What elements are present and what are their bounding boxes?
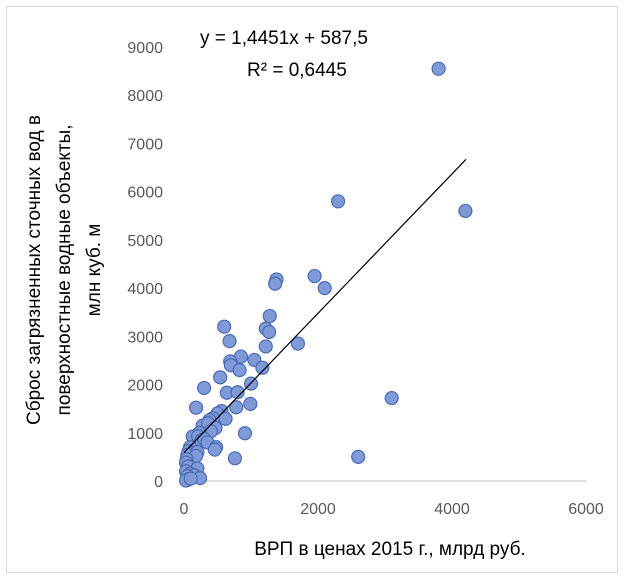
data-point	[262, 308, 277, 324]
y-tick-label: 8000	[127, 88, 163, 105]
x-tick-label: 2000	[300, 501, 336, 518]
data-point	[431, 61, 446, 76]
y-tick-label: 1000	[127, 426, 163, 443]
y-tick-label: 3000	[127, 329, 163, 346]
data-point	[207, 442, 222, 457]
data-point	[458, 203, 473, 219]
y-axis-title-line-1: Сброс загрязненных сточных вод в	[24, 115, 45, 425]
data-point	[213, 370, 228, 385]
data-point	[230, 385, 245, 400]
trendline-r-squared: R² = 0,6445	[247, 60, 347, 81]
data-point	[261, 324, 277, 340]
data-point	[384, 390, 399, 406]
data-point	[222, 334, 237, 349]
data-point	[218, 411, 233, 426]
data-point	[307, 268, 322, 284]
x-tick-label: 6000	[568, 501, 604, 518]
x-tick-label: 4000	[434, 501, 470, 518]
y-tick-labels: 0 1000 2000 3000 4000 5000 6000 7000 8000 9000	[127, 40, 163, 491]
chart-frame	[6, 6, 618, 573]
data-point	[232, 362, 247, 378]
data-point	[258, 339, 273, 354]
x-tick-label: 0	[180, 501, 189, 518]
y-axis-title-line-2: поверхностные водные объекты,	[54, 125, 75, 416]
x-tick-labels: 0 2000 4000 6000	[180, 501, 604, 518]
trendline	[183, 158, 467, 454]
data-point	[255, 360, 270, 375]
data-point	[217, 319, 232, 334]
data-point	[243, 396, 258, 411]
data-point	[290, 336, 305, 351]
y-axis-title-line-3: млн куб. м	[84, 224, 105, 317]
data-point	[229, 400, 244, 415]
data-point	[331, 194, 346, 209]
data-point	[188, 400, 204, 415]
data-point	[317, 281, 332, 296]
y-axis-title: Сброс загрязненных сточных вод в поверхн…	[24, 115, 105, 425]
y-tick-label: 2000	[127, 378, 163, 395]
data-point	[351, 449, 366, 464]
y-tick-label: 7000	[127, 136, 163, 153]
y-tick-label: 9000	[127, 40, 163, 57]
x-axis-title: ВРП в ценах 2015 г., млрд руб.	[254, 539, 526, 560]
y-tick-label: 4000	[127, 281, 163, 298]
data-points	[178, 61, 473, 488]
data-point	[268, 276, 283, 291]
trendline-equation: y = 1,4451x + 587,5	[200, 28, 368, 49]
y-tick-label: 0	[154, 474, 163, 491]
data-point	[183, 471, 198, 486]
data-point	[227, 451, 243, 466]
y-tick-label: 5000	[127, 233, 163, 250]
y-tick-label: 6000	[127, 185, 163, 202]
data-point	[197, 380, 212, 396]
data-point	[237, 426, 253, 441]
